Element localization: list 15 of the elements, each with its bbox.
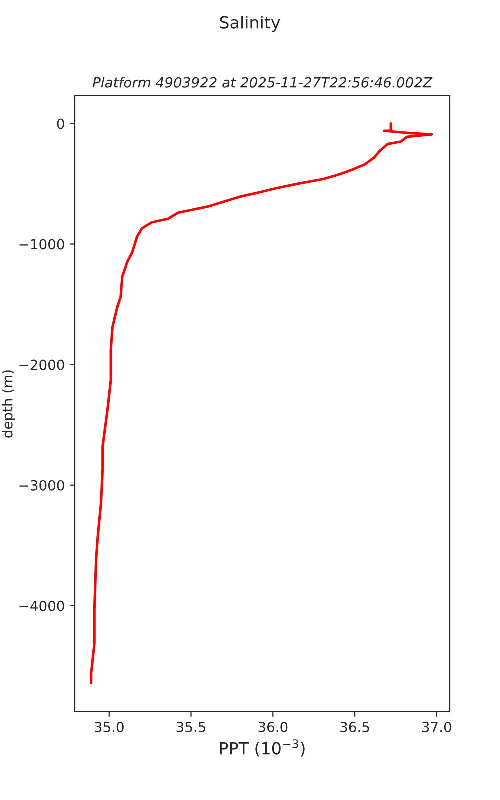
y-tick-label: −1000	[20, 239, 64, 250]
x-tick-label: 37.0	[422, 722, 452, 732]
y-tick-label: 0	[57, 118, 64, 130]
line-series	[90, 122, 434, 684]
x-tick-label: 35.0	[94, 722, 124, 732]
chart-title: Salinity	[220, 16, 280, 32]
y-tick-label: −2000	[20, 360, 64, 370]
y-tick-label: −3000	[20, 480, 64, 491]
y-tick-label: −4000	[20, 600, 64, 612]
chart-subtitle: Platform 4903922 at 2025-11-27T22:56:46.002Z	[92, 77, 433, 88]
x-axis-title: PPT (10$^{−3}$)	[220, 740, 305, 757]
x-tick-label: 36.0	[258, 722, 288, 732]
x-tick-label: 35.5	[176, 722, 206, 732]
y-axis-title: depth (m)	[2, 370, 16, 438]
x-tick-label: 36.5	[340, 722, 370, 732]
